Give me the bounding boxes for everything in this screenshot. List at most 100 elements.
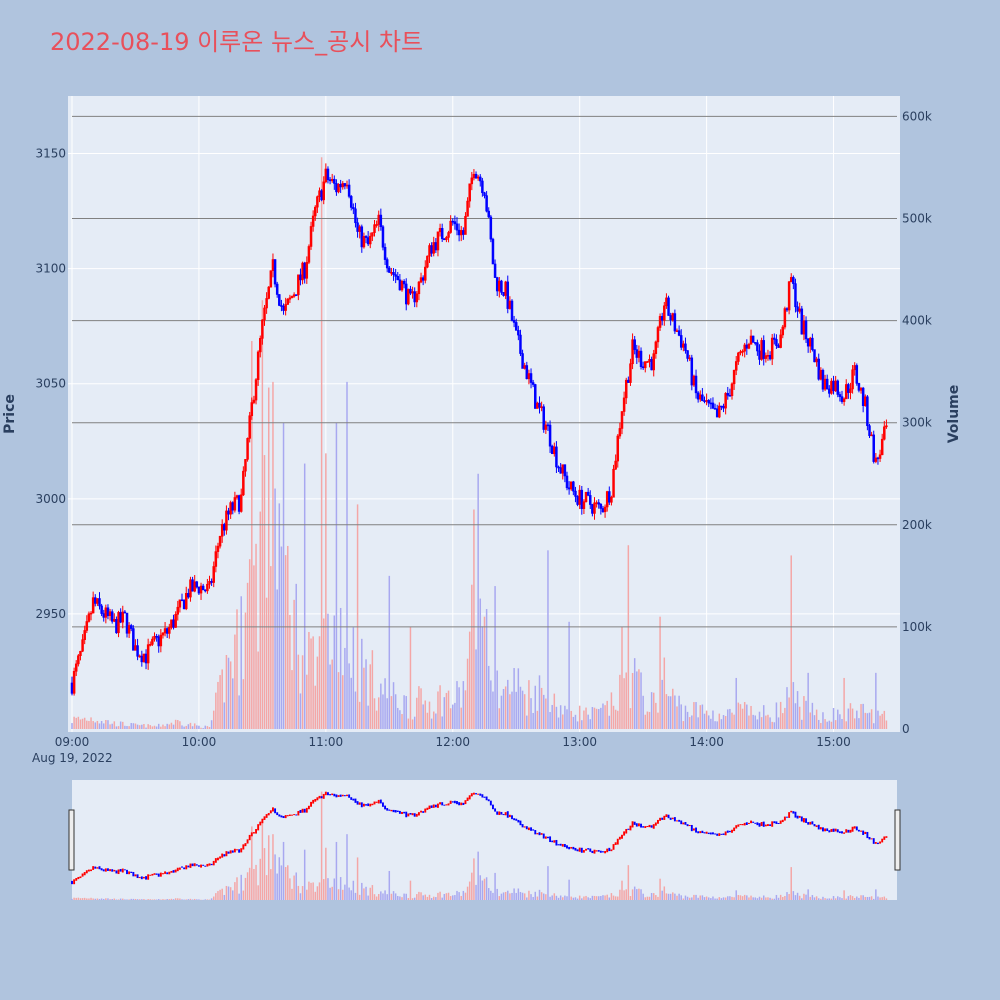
candle-body — [768, 355, 772, 360]
volume-bar — [614, 709, 617, 729]
slider-volume-bar — [371, 885, 374, 900]
slider-candle — [231, 850, 234, 853]
volume-bar — [496, 670, 498, 729]
slider-volume-bar — [375, 896, 378, 900]
slider-candle — [164, 871, 167, 874]
volume-bar — [756, 719, 759, 729]
volume-bar — [786, 687, 788, 729]
volume-bar — [695, 702, 697, 729]
slider-volume-bar — [526, 897, 528, 900]
slider-candle — [310, 801, 312, 807]
slider-volume-bar — [705, 896, 708, 900]
candle-body — [589, 495, 592, 505]
candle-body — [396, 276, 400, 281]
volume-bar — [862, 703, 864, 729]
candle-body — [252, 399, 256, 403]
volume-bar — [860, 704, 862, 729]
candle-body — [201, 585, 205, 591]
volume-bar — [392, 682, 395, 729]
candle-body — [472, 173, 476, 179]
slider-candle — [811, 821, 814, 825]
slider-volume-bar — [447, 892, 450, 900]
slider-candle — [517, 819, 520, 823]
slider-candle — [83, 872, 86, 876]
candle-body — [377, 214, 380, 225]
slider-volume-bar — [701, 895, 704, 900]
volume-bar — [517, 668, 520, 729]
slider-candle — [877, 842, 879, 845]
slider-candle — [250, 832, 253, 837]
slider-volume-bar — [339, 877, 342, 900]
slider-candle — [599, 850, 602, 853]
range-slider-left-handle[interactable] — [68, 809, 75, 871]
candle-body — [754, 342, 757, 344]
candle-body — [81, 639, 84, 652]
slider-volume-bar — [107, 898, 109, 900]
slider-volume-bar — [792, 891, 795, 900]
candle-body — [231, 502, 235, 511]
volume-bar — [858, 718, 860, 729]
slider-candle — [720, 833, 723, 835]
slider-volume-bar — [274, 854, 276, 900]
volume-bar — [179, 721, 181, 729]
candle-body — [523, 365, 526, 369]
volume-bar — [600, 707, 602, 729]
slider-candle — [236, 849, 238, 851]
volume-bar — [312, 636, 314, 729]
slider-volume-bar — [485, 877, 488, 900]
candle-body — [303, 262, 306, 279]
slider-volume-bar — [663, 886, 666, 900]
volume-bar — [589, 719, 592, 729]
candle-body — [713, 408, 717, 410]
slider-candle — [107, 868, 109, 871]
volume-bar — [301, 655, 304, 729]
slider-candle — [870, 838, 873, 840]
volume-bar — [843, 677, 845, 729]
candle-body — [519, 334, 522, 354]
candle-body — [354, 208, 357, 224]
slider-candle — [396, 810, 399, 813]
volume-bar — [322, 618, 325, 729]
slider-volume-bar — [179, 898, 181, 900]
volume-bar — [483, 616, 486, 729]
slider-candle — [451, 801, 454, 803]
volume-bar — [227, 657, 230, 729]
slider-volume-bar — [164, 899, 166, 900]
volume-bar — [604, 705, 606, 729]
volume-bar — [809, 712, 812, 729]
candle-body — [235, 495, 239, 498]
volume-bar — [274, 488, 276, 729]
slider-candle — [466, 797, 469, 801]
slider-candle — [441, 802, 444, 806]
volume-bar — [559, 705, 562, 729]
range-slider-right-handle[interactable] — [894, 809, 901, 871]
slider-candle — [269, 810, 272, 814]
slider-candle — [373, 801, 376, 805]
slider-volume-bar — [430, 898, 433, 900]
volume-bar — [507, 679, 509, 729]
slider-candle — [739, 824, 742, 826]
volume-bar — [183, 726, 185, 729]
volume-bar — [773, 722, 776, 729]
candle-body — [259, 338, 262, 353]
range-slider-preview — [71, 791, 888, 901]
volume-bar — [371, 650, 374, 729]
volume-bar — [853, 718, 856, 729]
slider-candle — [731, 829, 733, 833]
slider-volume-bar — [843, 890, 845, 900]
candle-body — [223, 524, 226, 531]
y-tick-label: 3150 — [35, 147, 66, 161]
slider-candle — [225, 851, 228, 857]
slider-candle — [807, 822, 810, 825]
candle-body — [426, 255, 429, 268]
candle-body — [392, 272, 395, 275]
slider-candle — [817, 824, 820, 830]
candle-body — [711, 402, 715, 409]
candle-body — [559, 467, 562, 474]
slider-candle — [845, 829, 848, 833]
slider-volume-bar — [746, 895, 748, 900]
candle-body — [584, 491, 588, 502]
slider-candle — [640, 823, 642, 828]
volume-bar — [712, 710, 714, 729]
slider-volume-bar — [502, 892, 505, 900]
